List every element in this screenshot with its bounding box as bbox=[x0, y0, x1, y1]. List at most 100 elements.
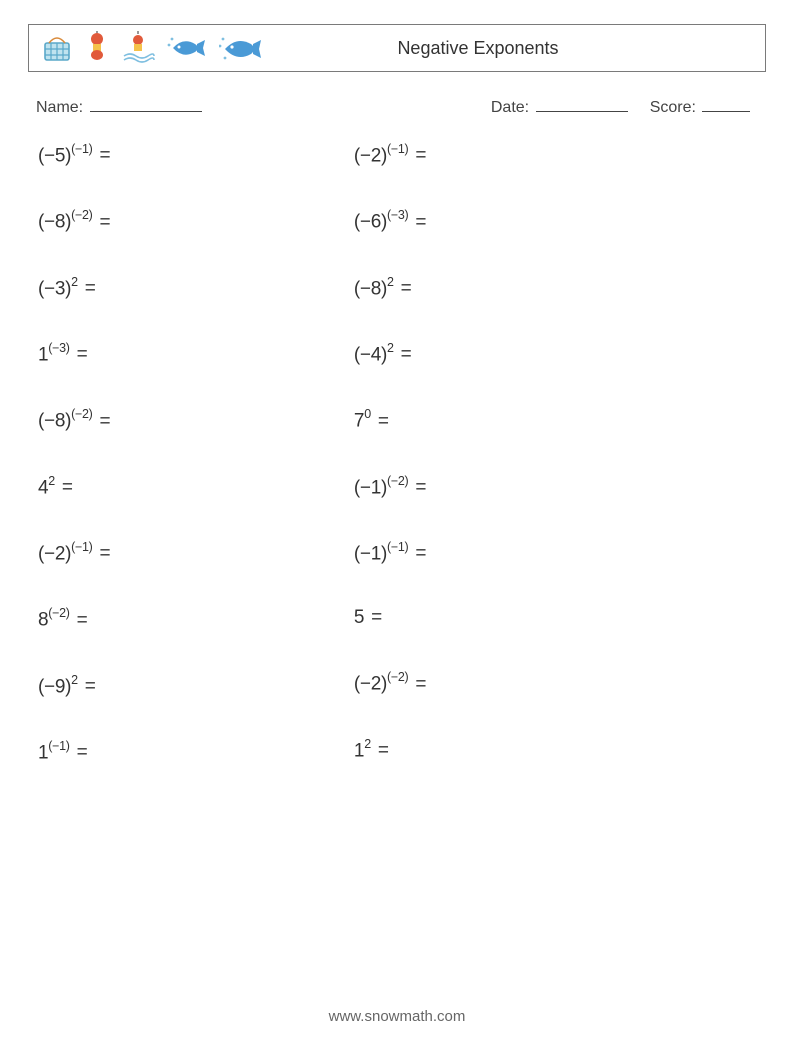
problem: 5 = bbox=[354, 607, 670, 629]
problem: 70 = bbox=[354, 408, 670, 432]
problem: (−5)(−1) = bbox=[38, 143, 354, 167]
equals-sign: = bbox=[410, 543, 426, 564]
problem: (−9)2 = bbox=[38, 674, 354, 698]
problem: (−2)(−1) = bbox=[354, 143, 670, 167]
date-label: Date: bbox=[491, 99, 529, 116]
problem-base: (−6) bbox=[354, 212, 387, 233]
problem-base: 1 bbox=[354, 740, 364, 761]
worksheet-title: Negative Exponents bbox=[263, 38, 753, 59]
problem-base: 8 bbox=[38, 610, 48, 631]
worksheet-page: Negative Exponents Name: Date: Score: (−… bbox=[0, 0, 794, 806]
equals-sign: = bbox=[72, 344, 88, 365]
problem-exponent: (−3) bbox=[48, 341, 69, 355]
buoy-icon bbox=[85, 31, 109, 65]
equals-sign: = bbox=[410, 145, 426, 166]
footer-link: www.snowmath.com bbox=[0, 1008, 794, 1025]
problem-exponent: (−3) bbox=[387, 208, 408, 222]
problem-exponent: (−1) bbox=[48, 739, 69, 753]
equals-sign: = bbox=[396, 278, 412, 299]
problem-base: (−8) bbox=[38, 212, 71, 233]
problem-base: (−8) bbox=[38, 411, 71, 432]
problems-grid: (−5)(−1) =(−8)(−2) =(−3)2 =1(−3) =(−8)(−… bbox=[28, 143, 766, 806]
problem-exponent: (−2) bbox=[48, 606, 69, 620]
problem-exponent: (−1) bbox=[71, 540, 92, 554]
problem-exponent: (−2) bbox=[71, 208, 92, 222]
problem: (−8)(−2) = bbox=[38, 408, 354, 432]
problems-col-right: (−2)(−1) =(−6)(−3) =(−8)2 =(−4)2 =70 =(−… bbox=[354, 143, 670, 806]
equals-sign: = bbox=[410, 212, 426, 233]
problem-exponent: 2 bbox=[71, 673, 78, 687]
equals-sign: = bbox=[410, 477, 426, 498]
problem-base: 1 bbox=[38, 344, 48, 365]
problem: (−2)(−1) = bbox=[38, 541, 354, 565]
problem-base: (−4) bbox=[354, 344, 387, 365]
equals-sign: = bbox=[95, 543, 111, 564]
equals-sign: = bbox=[95, 212, 111, 233]
problem-base: 7 bbox=[354, 411, 364, 432]
problem-exponent: 2 bbox=[71, 275, 78, 289]
header-box: Negative Exponents bbox=[28, 24, 766, 72]
problem-exponent: (−1) bbox=[387, 142, 408, 156]
problem-base: (−1) bbox=[354, 543, 387, 564]
problem: (−8)2 = bbox=[354, 276, 670, 300]
problem-base: (−3) bbox=[38, 278, 71, 299]
picnic-basket-icon bbox=[41, 32, 73, 64]
problem: (−3)2 = bbox=[38, 276, 354, 300]
problem: 8(−2) = bbox=[38, 607, 354, 631]
problem-base: (−2) bbox=[354, 145, 387, 166]
problem-base: (−5) bbox=[38, 145, 71, 166]
equals-sign: = bbox=[373, 740, 389, 761]
fish2-icon bbox=[219, 34, 263, 62]
problem: (−2)(−2) = bbox=[354, 671, 670, 695]
problem: (−1)(−2) = bbox=[354, 475, 670, 499]
equals-sign: = bbox=[80, 278, 96, 299]
problem-base: (−8) bbox=[354, 278, 387, 299]
problem: 1(−3) = bbox=[38, 342, 354, 366]
name-blank[interactable] bbox=[90, 98, 202, 112]
problem-base: (−1) bbox=[354, 477, 387, 498]
problem: (−6)(−3) = bbox=[354, 209, 670, 233]
problem-base: 1 bbox=[38, 742, 48, 763]
name-label: Name: bbox=[36, 99, 83, 116]
problem-exponent: 2 bbox=[387, 341, 394, 355]
problem: 1(−1) = bbox=[38, 740, 354, 764]
name-field: Name: bbox=[36, 98, 491, 117]
score-blank[interactable] bbox=[702, 98, 750, 112]
equals-sign: = bbox=[366, 607, 382, 628]
problem-exponent: (−1) bbox=[387, 540, 408, 554]
problem-exponent: (−1) bbox=[71, 142, 92, 156]
problems-col-left: (−5)(−1) =(−8)(−2) =(−3)2 =1(−3) =(−8)(−… bbox=[38, 143, 354, 806]
problem-base: (−2) bbox=[38, 543, 71, 564]
equals-sign: = bbox=[57, 477, 73, 498]
date-field: Date: bbox=[491, 98, 650, 117]
problem-exponent: (−2) bbox=[387, 670, 408, 684]
equals-sign: = bbox=[80, 676, 96, 697]
problem-base: 4 bbox=[38, 477, 48, 498]
score-label: Score: bbox=[650, 99, 696, 116]
problem-base: (−9) bbox=[38, 676, 71, 697]
problem: 12 = bbox=[354, 738, 670, 762]
problem-base: 5 bbox=[354, 607, 364, 628]
fish-icon bbox=[167, 34, 207, 62]
equals-sign: = bbox=[410, 674, 426, 695]
score-field: Score: bbox=[650, 98, 758, 117]
problem-exponent: 2 bbox=[48, 474, 55, 488]
equals-sign: = bbox=[373, 411, 389, 432]
problem-base: (−2) bbox=[354, 674, 387, 695]
equals-sign: = bbox=[396, 344, 412, 365]
problem-exponent: (−2) bbox=[71, 407, 92, 421]
equals-sign: = bbox=[95, 411, 111, 432]
date-blank[interactable] bbox=[536, 98, 628, 112]
problem: 42 = bbox=[38, 475, 354, 499]
meta-row: Name: Date: Score: bbox=[28, 98, 766, 117]
problem: (−4)2 = bbox=[354, 342, 670, 366]
buoy-water-icon bbox=[121, 31, 155, 65]
problem-exponent: (−2) bbox=[387, 474, 408, 488]
problem-exponent: 2 bbox=[364, 737, 371, 751]
equals-sign: = bbox=[72, 610, 88, 631]
equals-sign: = bbox=[95, 145, 111, 166]
problem: (−1)(−1) = bbox=[354, 541, 670, 565]
equals-sign: = bbox=[72, 742, 88, 763]
header-icons bbox=[41, 31, 263, 65]
problem-exponent: 0 bbox=[364, 407, 371, 421]
